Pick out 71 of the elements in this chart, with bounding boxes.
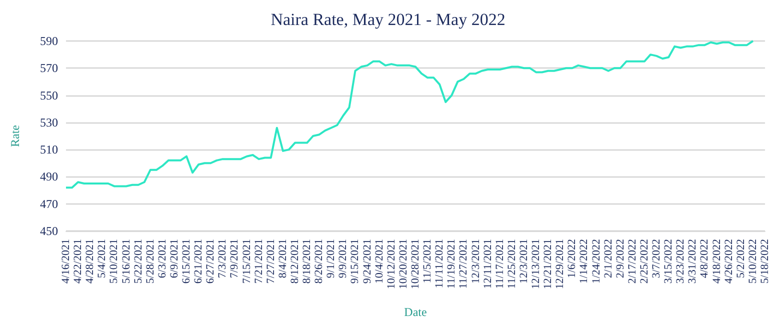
x-tick-label: 11/5/2021 bbox=[422, 239, 434, 284]
x-tick-label: 8/26/2021 bbox=[313, 239, 326, 284]
x-tick-label: 7/3/2021 bbox=[216, 239, 229, 278]
x-tick-label: 3/7/2022 bbox=[650, 239, 663, 278]
x-tick-label: 11/27/2021 bbox=[458, 239, 470, 289]
x-tick-label: 7/9/2021 bbox=[228, 239, 241, 278]
line-series bbox=[65, 40, 754, 189]
x-tick-label: 8/4/2021 bbox=[276, 239, 289, 278]
x-tick-label: 6/9/2021 bbox=[168, 239, 180, 278]
x-tick-label: 1/24/2022 bbox=[590, 239, 602, 284]
x-tick-label: 2/25/2022 bbox=[638, 239, 650, 284]
y-tick-label: 450 bbox=[40, 224, 58, 238]
x-tick-label: 10/28/2021 bbox=[410, 239, 422, 290]
y-axis-title: Rate bbox=[8, 125, 22, 147]
x-tick-label: 2/1/2022 bbox=[602, 239, 614, 278]
y-tick-label: 530 bbox=[40, 115, 58, 130]
x-tick-label: 5/16/2021 bbox=[120, 239, 132, 284]
y-tick-label: 470 bbox=[40, 196, 58, 211]
y-tick-label: 490 bbox=[40, 170, 58, 184]
x-tick-label: 4/22/2021 bbox=[72, 239, 84, 284]
x-tick-label: 6/21/2021 bbox=[192, 239, 205, 284]
x-tick-label: 7/27/2021 bbox=[264, 239, 277, 284]
x-tick-label: 4/16/2021 bbox=[60, 239, 72, 284]
x-tick-label: 11/25/2021 bbox=[506, 239, 518, 289]
x-tick-label: 4/26/2022 bbox=[722, 239, 735, 284]
x-axis-title: Date bbox=[404, 305, 427, 319]
x-tick-label: 10/12/2021 bbox=[385, 239, 398, 290]
y-tick-label: 510 bbox=[40, 142, 58, 157]
x-tick-label: 8/18/2021 bbox=[301, 239, 314, 284]
x-tick-label: 10/20/2021 bbox=[397, 239, 410, 290]
x-tick-label: 9/9/2021 bbox=[337, 239, 350, 278]
x-tick-label: 6/27/2021 bbox=[204, 239, 217, 284]
x-tick-label: 5/18/2022 bbox=[759, 239, 771, 284]
x-tick-label: 5/2/2022 bbox=[734, 239, 747, 278]
x-tick-label: 4/28/2021 bbox=[84, 239, 96, 284]
x-tick-label: 5/28/2021 bbox=[144, 239, 156, 284]
x-tick-label: 10/4/2021 bbox=[373, 239, 386, 284]
x-tick-label: 2/17/2022 bbox=[626, 239, 638, 284]
x-tick-label: 11/11/2021 bbox=[434, 239, 446, 288]
x-tick-label: 12/13/2021 bbox=[530, 239, 542, 290]
x-tick-label: 7/15/2021 bbox=[240, 239, 253, 284]
x-tick-label: 4/18/2022 bbox=[710, 239, 723, 284]
x-tick-label: 9/15/2021 bbox=[349, 239, 362, 284]
x-tick-label: 3/31/2022 bbox=[686, 239, 699, 284]
x-tick-label: 12/29/2021 bbox=[554, 239, 566, 290]
x-tick-label: 6/15/2021 bbox=[180, 239, 193, 284]
x-tick-label: 5/10/2021 bbox=[108, 239, 120, 284]
x-tick-label: 5/10/2022 bbox=[746, 239, 759, 284]
x-tick-label: 8/12/2021 bbox=[288, 239, 301, 284]
x-tick-label: 12/11/2021 bbox=[482, 239, 494, 289]
x-tick-label: 1/14/2022 bbox=[578, 239, 590, 284]
x-tick-label: 3/23/2022 bbox=[674, 239, 687, 284]
x-tick-label: 4/8/2022 bbox=[698, 239, 711, 278]
x-tick-label: 12/21/2021 bbox=[542, 239, 554, 290]
y-tick-label: 550 bbox=[40, 88, 58, 102]
y-tick-label: 570 bbox=[40, 61, 58, 76]
x-tick-label: 12/3/2021 bbox=[518, 239, 530, 284]
x-tick-label: 2/9/2022 bbox=[614, 239, 626, 278]
x-tick-label: 6/3/2021 bbox=[156, 239, 168, 278]
x-tick-label: 5/22/2021 bbox=[132, 239, 144, 284]
x-tick-label: 9/24/2021 bbox=[361, 239, 374, 284]
x-tick-label: 1/6/2022 bbox=[566, 239, 578, 278]
chart-title: Naira Rate, May 2021 - May 2022 bbox=[270, 10, 506, 29]
x-tick-label: 5/4/2021 bbox=[96, 239, 108, 278]
x-tick-label: 11/17/2021 bbox=[494, 239, 506, 289]
x-tick-label: 9/1/2021 bbox=[325, 239, 338, 278]
x-tick-label: 12/3/2021 bbox=[470, 239, 482, 284]
x-tick-label: 7/21/2021 bbox=[252, 239, 265, 284]
x-tick-label: 11/19/2021 bbox=[446, 239, 458, 289]
y-tick-label: 590 bbox=[40, 34, 58, 48]
x-tick-label: 3/15/2022 bbox=[662, 239, 675, 284]
